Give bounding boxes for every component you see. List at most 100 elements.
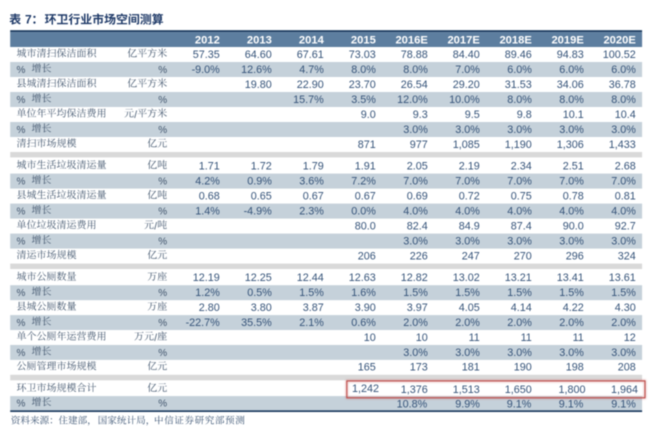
svg-text:0.81: 0.81 [615, 191, 636, 203]
svg-text:1.2%: 1.2% [195, 287, 220, 299]
svg-text:%: % [158, 399, 167, 410]
svg-text:22.90: 22.90 [297, 79, 324, 91]
svg-text:0.67: 0.67 [303, 191, 324, 203]
svg-text:4.0%: 4.0% [559, 206, 584, 218]
svg-text:4.0%: 4.0% [455, 206, 480, 218]
svg-text:%: % [17, 318, 26, 329]
svg-text:80.0: 80.0 [355, 221, 376, 233]
svg-text:8.0%: 8.0% [611, 94, 636, 106]
svg-text:1.79: 1.79 [303, 161, 324, 173]
svg-text:3.0%: 3.0% [507, 124, 532, 136]
svg-text:1.4%: 1.4% [195, 206, 220, 218]
svg-text:2.0%: 2.0% [611, 317, 636, 329]
svg-text:3.97: 3.97 [407, 302, 428, 314]
svg-text:10.1: 10.1 [563, 109, 584, 121]
svg-text:190: 190 [514, 362, 532, 374]
svg-text:7.2%: 7.2% [351, 176, 376, 188]
svg-text:%: % [158, 318, 167, 329]
svg-text:1,433: 1,433 [609, 139, 636, 151]
svg-text:94.83: 94.83 [557, 49, 584, 61]
svg-text:10: 10 [364, 332, 376, 344]
svg-text:2012: 2012 [195, 35, 220, 47]
svg-text:206: 206 [358, 251, 376, 263]
svg-text:1,085: 1,085 [453, 139, 480, 151]
svg-text:2.19: 2.19 [459, 161, 480, 173]
svg-text:3.0%: 3.0% [559, 347, 584, 359]
svg-text:2013: 2013 [247, 35, 272, 47]
svg-text:%: % [158, 65, 167, 76]
svg-text:%: % [158, 237, 167, 248]
svg-text:7.0%: 7.0% [455, 64, 480, 76]
svg-text:1,800: 1,800 [558, 384, 585, 396]
svg-text:%: % [158, 207, 167, 218]
svg-text:2.51: 2.51 [563, 161, 584, 173]
svg-text:165: 165 [358, 362, 376, 374]
svg-text:12.25: 12.25 [245, 272, 272, 284]
svg-text:%: % [17, 348, 26, 359]
svg-text:1,242: 1,242 [352, 383, 379, 395]
svg-text:7.0%: 7.0% [559, 176, 584, 188]
svg-text:7.0%: 7.0% [611, 176, 636, 188]
svg-text:4.2%: 4.2% [195, 176, 220, 188]
svg-text:198: 198 [566, 362, 584, 374]
svg-text:/: / [154, 222, 157, 233]
svg-text:3.80: 3.80 [251, 302, 272, 314]
svg-text:9.9%: 9.9% [455, 399, 480, 411]
svg-text:7.0%: 7.0% [455, 176, 480, 188]
svg-text:4.05: 4.05 [459, 302, 480, 314]
svg-text:13.41: 13.41 [557, 272, 584, 284]
svg-text:23.70: 23.70 [349, 79, 376, 91]
svg-text:13.02: 13.02 [453, 272, 480, 284]
svg-text:6.0%: 6.0% [559, 64, 584, 76]
svg-text:6.0%: 6.0% [611, 64, 636, 76]
svg-text:92.7: 92.7 [615, 221, 636, 233]
svg-text:12.19: 12.19 [193, 272, 220, 284]
svg-text:29.20: 29.20 [453, 79, 480, 91]
svg-text:10: 10 [416, 332, 428, 344]
svg-text:1.91: 1.91 [355, 161, 376, 173]
svg-text:9.8: 9.8 [517, 109, 532, 121]
svg-text:270: 270 [514, 251, 532, 263]
svg-text:1.5%: 1.5% [299, 287, 324, 299]
svg-text:2.80: 2.80 [199, 302, 220, 314]
svg-text:1.5%: 1.5% [507, 287, 532, 299]
svg-text:3.0%: 3.0% [611, 124, 636, 136]
svg-text:%: % [158, 95, 167, 106]
svg-text:226: 226 [410, 251, 428, 263]
svg-text:977: 977 [410, 139, 428, 151]
svg-text:2020E: 2020E [603, 35, 636, 47]
svg-text:7: 7 [25, 13, 32, 27]
svg-text:11: 11 [573, 332, 584, 344]
svg-text:12.63: 12.63 [349, 272, 376, 284]
svg-text:3.0%: 3.0% [611, 236, 636, 248]
svg-text:208: 208 [618, 362, 636, 374]
svg-text:3.5%: 3.5% [351, 94, 376, 106]
svg-text:8.0%: 8.0% [403, 64, 428, 76]
svg-text:3.0%: 3.0% [403, 236, 428, 248]
svg-text:35.5%: 35.5% [241, 317, 272, 329]
svg-text:4.0%: 4.0% [611, 206, 636, 218]
svg-text:4.7%: 4.7% [299, 64, 324, 76]
svg-text:2016E: 2016E [395, 35, 428, 47]
svg-text:2.05: 2.05 [407, 161, 428, 173]
svg-text:1,650: 1,650 [505, 384, 532, 396]
svg-text:0.68: 0.68 [199, 191, 220, 203]
svg-text:2019E: 2019E [551, 35, 584, 47]
svg-text:2015: 2015 [351, 35, 376, 47]
svg-text:1.5%: 1.5% [559, 287, 584, 299]
svg-text:31.53: 31.53 [505, 79, 532, 91]
svg-text:67.61: 67.61 [297, 49, 324, 61]
svg-text:1,376: 1,376 [401, 384, 428, 396]
svg-text:9.5: 9.5 [465, 109, 480, 121]
svg-text:11: 11 [521, 332, 532, 344]
svg-text:84.9: 84.9 [459, 221, 480, 233]
svg-text:1,306: 1,306 [557, 139, 584, 151]
svg-text:1,964: 1,964 [611, 384, 638, 396]
svg-text:/: / [154, 333, 157, 344]
svg-text:100.52: 100.52 [603, 49, 636, 61]
svg-text:9.1%: 9.1% [611, 399, 636, 411]
svg-text:3.0%: 3.0% [455, 124, 480, 136]
svg-text:6.0%: 6.0% [507, 64, 532, 76]
svg-text:12.6%: 12.6% [241, 64, 272, 76]
svg-text:8.0%: 8.0% [351, 64, 376, 76]
